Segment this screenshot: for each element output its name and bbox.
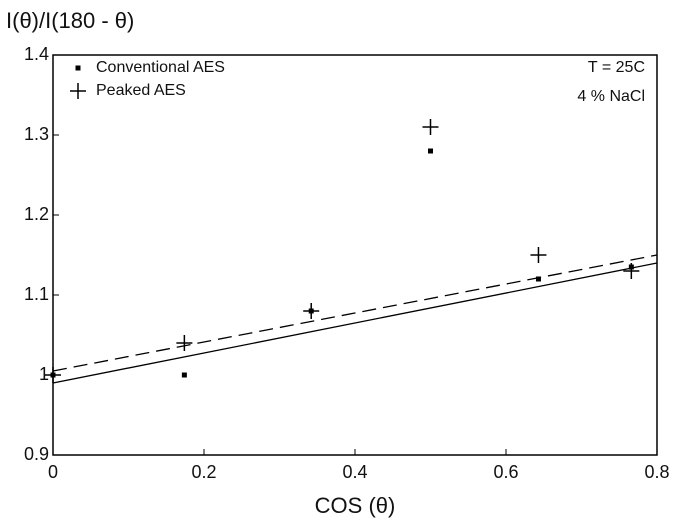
x-tick-label: 0.6 (493, 462, 518, 482)
legend-marker (75, 65, 81, 71)
annotation: T = 25C (588, 59, 645, 76)
y-tick-label: 1.4 (24, 44, 49, 64)
chart-title: I(θ)/I(180 - θ) (6, 8, 134, 33)
y-tick-label: 1.2 (24, 204, 49, 224)
annotation: 4 % NaCl (577, 88, 645, 105)
marker (181, 372, 187, 378)
marker (303, 303, 320, 319)
y-tick-label: 0.9 (24, 444, 49, 464)
legend-marker (70, 83, 86, 99)
marker (45, 367, 61, 383)
legend-label: Conventional AES (96, 59, 225, 76)
legend-label: Peaked AES (96, 82, 186, 99)
marker (428, 148, 433, 154)
plot-frame (52, 54, 658, 456)
marker (422, 119, 439, 135)
marker (176, 335, 193, 351)
marker (535, 276, 541, 282)
x-tick-label: 0.2 (191, 462, 216, 482)
y-tick-label: 1 (39, 364, 49, 384)
fit-line (52, 254, 658, 372)
y-tick-label: 1.1 (24, 284, 49, 304)
y-tick-label: 1.3 (24, 124, 49, 144)
x-axis-label: COS (θ) (315, 493, 396, 518)
x-tick-label: 0 (48, 462, 58, 482)
marker (623, 263, 640, 279)
x-tick-label: 0.8 (644, 462, 669, 482)
x-tick-label: 0.4 (342, 462, 367, 482)
fit-line (52, 262, 658, 384)
marker (530, 247, 547, 263)
